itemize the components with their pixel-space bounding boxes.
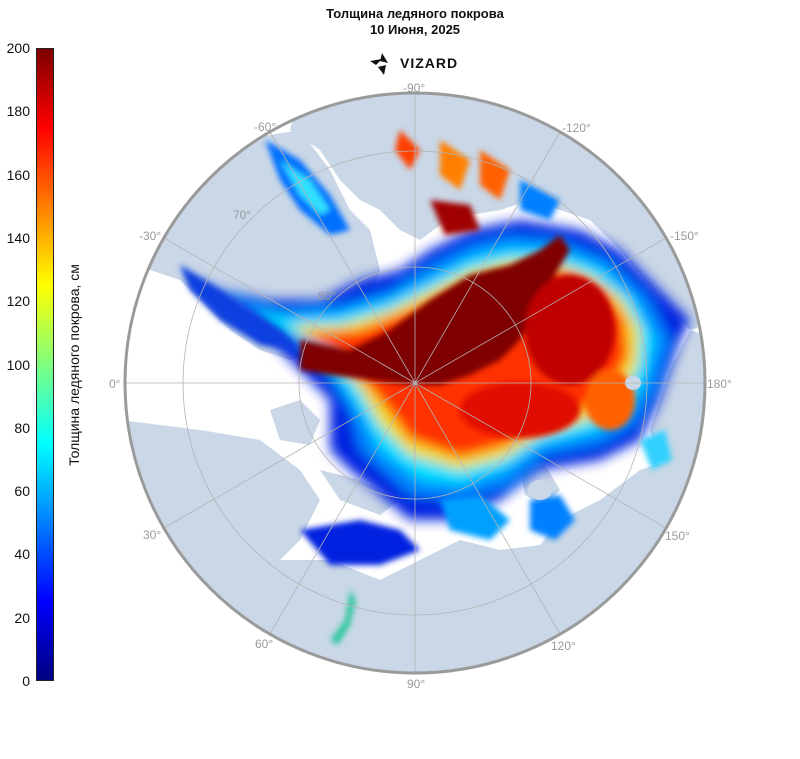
colorbar-tick-label: 180 — [6, 103, 30, 120]
lon-label: 90° — [407, 677, 425, 691]
colorbar-tick-label: 40 — [14, 546, 30, 563]
vizard-logo: VIZARD — [368, 48, 458, 78]
map-title: Толщина ледяного покрова 10 Июня, 2025 — [280, 6, 550, 38]
lon-label: -120° — [562, 121, 591, 135]
lon-label: 180° — [707, 377, 732, 391]
lon-label: 60° — [255, 637, 273, 651]
colorbar-tick-label: 60 — [14, 483, 30, 500]
lon-label: 0° — [109, 377, 121, 391]
latitude-labels: 70° 80° — [233, 208, 336, 303]
colorbar-tick-label: 120 — [6, 293, 30, 310]
map-border — [123, 91, 707, 675]
colorbar-tick-label: 20 — [14, 609, 30, 626]
vizard-arrows-icon — [370, 53, 388, 75]
colorbar-tick-label: 80 — [14, 419, 30, 436]
lon-label: -30° — [139, 229, 161, 243]
lon-label: 30° — [143, 528, 161, 542]
lon-label: -60° — [254, 120, 276, 134]
colorbar — [36, 48, 54, 681]
colorbar-tick-label: 200 — [6, 40, 30, 56]
lat-label: 80° — [318, 289, 336, 303]
colorbar-tick-label: 100 — [6, 356, 30, 373]
colorbar-tick-label: 140 — [6, 229, 30, 246]
colorbar-tick-label: 0 — [22, 673, 30, 689]
colorbar-tick-label: 160 — [6, 166, 30, 183]
title-line-1: Толщина ледяного покрова — [326, 6, 504, 21]
graticule — [125, 93, 705, 673]
lon-label: 150° — [665, 529, 690, 543]
lon-label: -150° — [670, 229, 699, 243]
ice-field — [180, 130, 690, 645]
lat-label: 70° — [233, 208, 251, 222]
lon-label: -90° — [403, 81, 425, 95]
longitude-labels: -90° -120° -150° 180° 150° 120° 90° 60° … — [109, 81, 732, 691]
title-line-2: 10 Июня, 2025 — [369, 22, 461, 37]
logo-text: VIZARD — [400, 55, 459, 71]
lon-label: 120° — [551, 639, 576, 653]
